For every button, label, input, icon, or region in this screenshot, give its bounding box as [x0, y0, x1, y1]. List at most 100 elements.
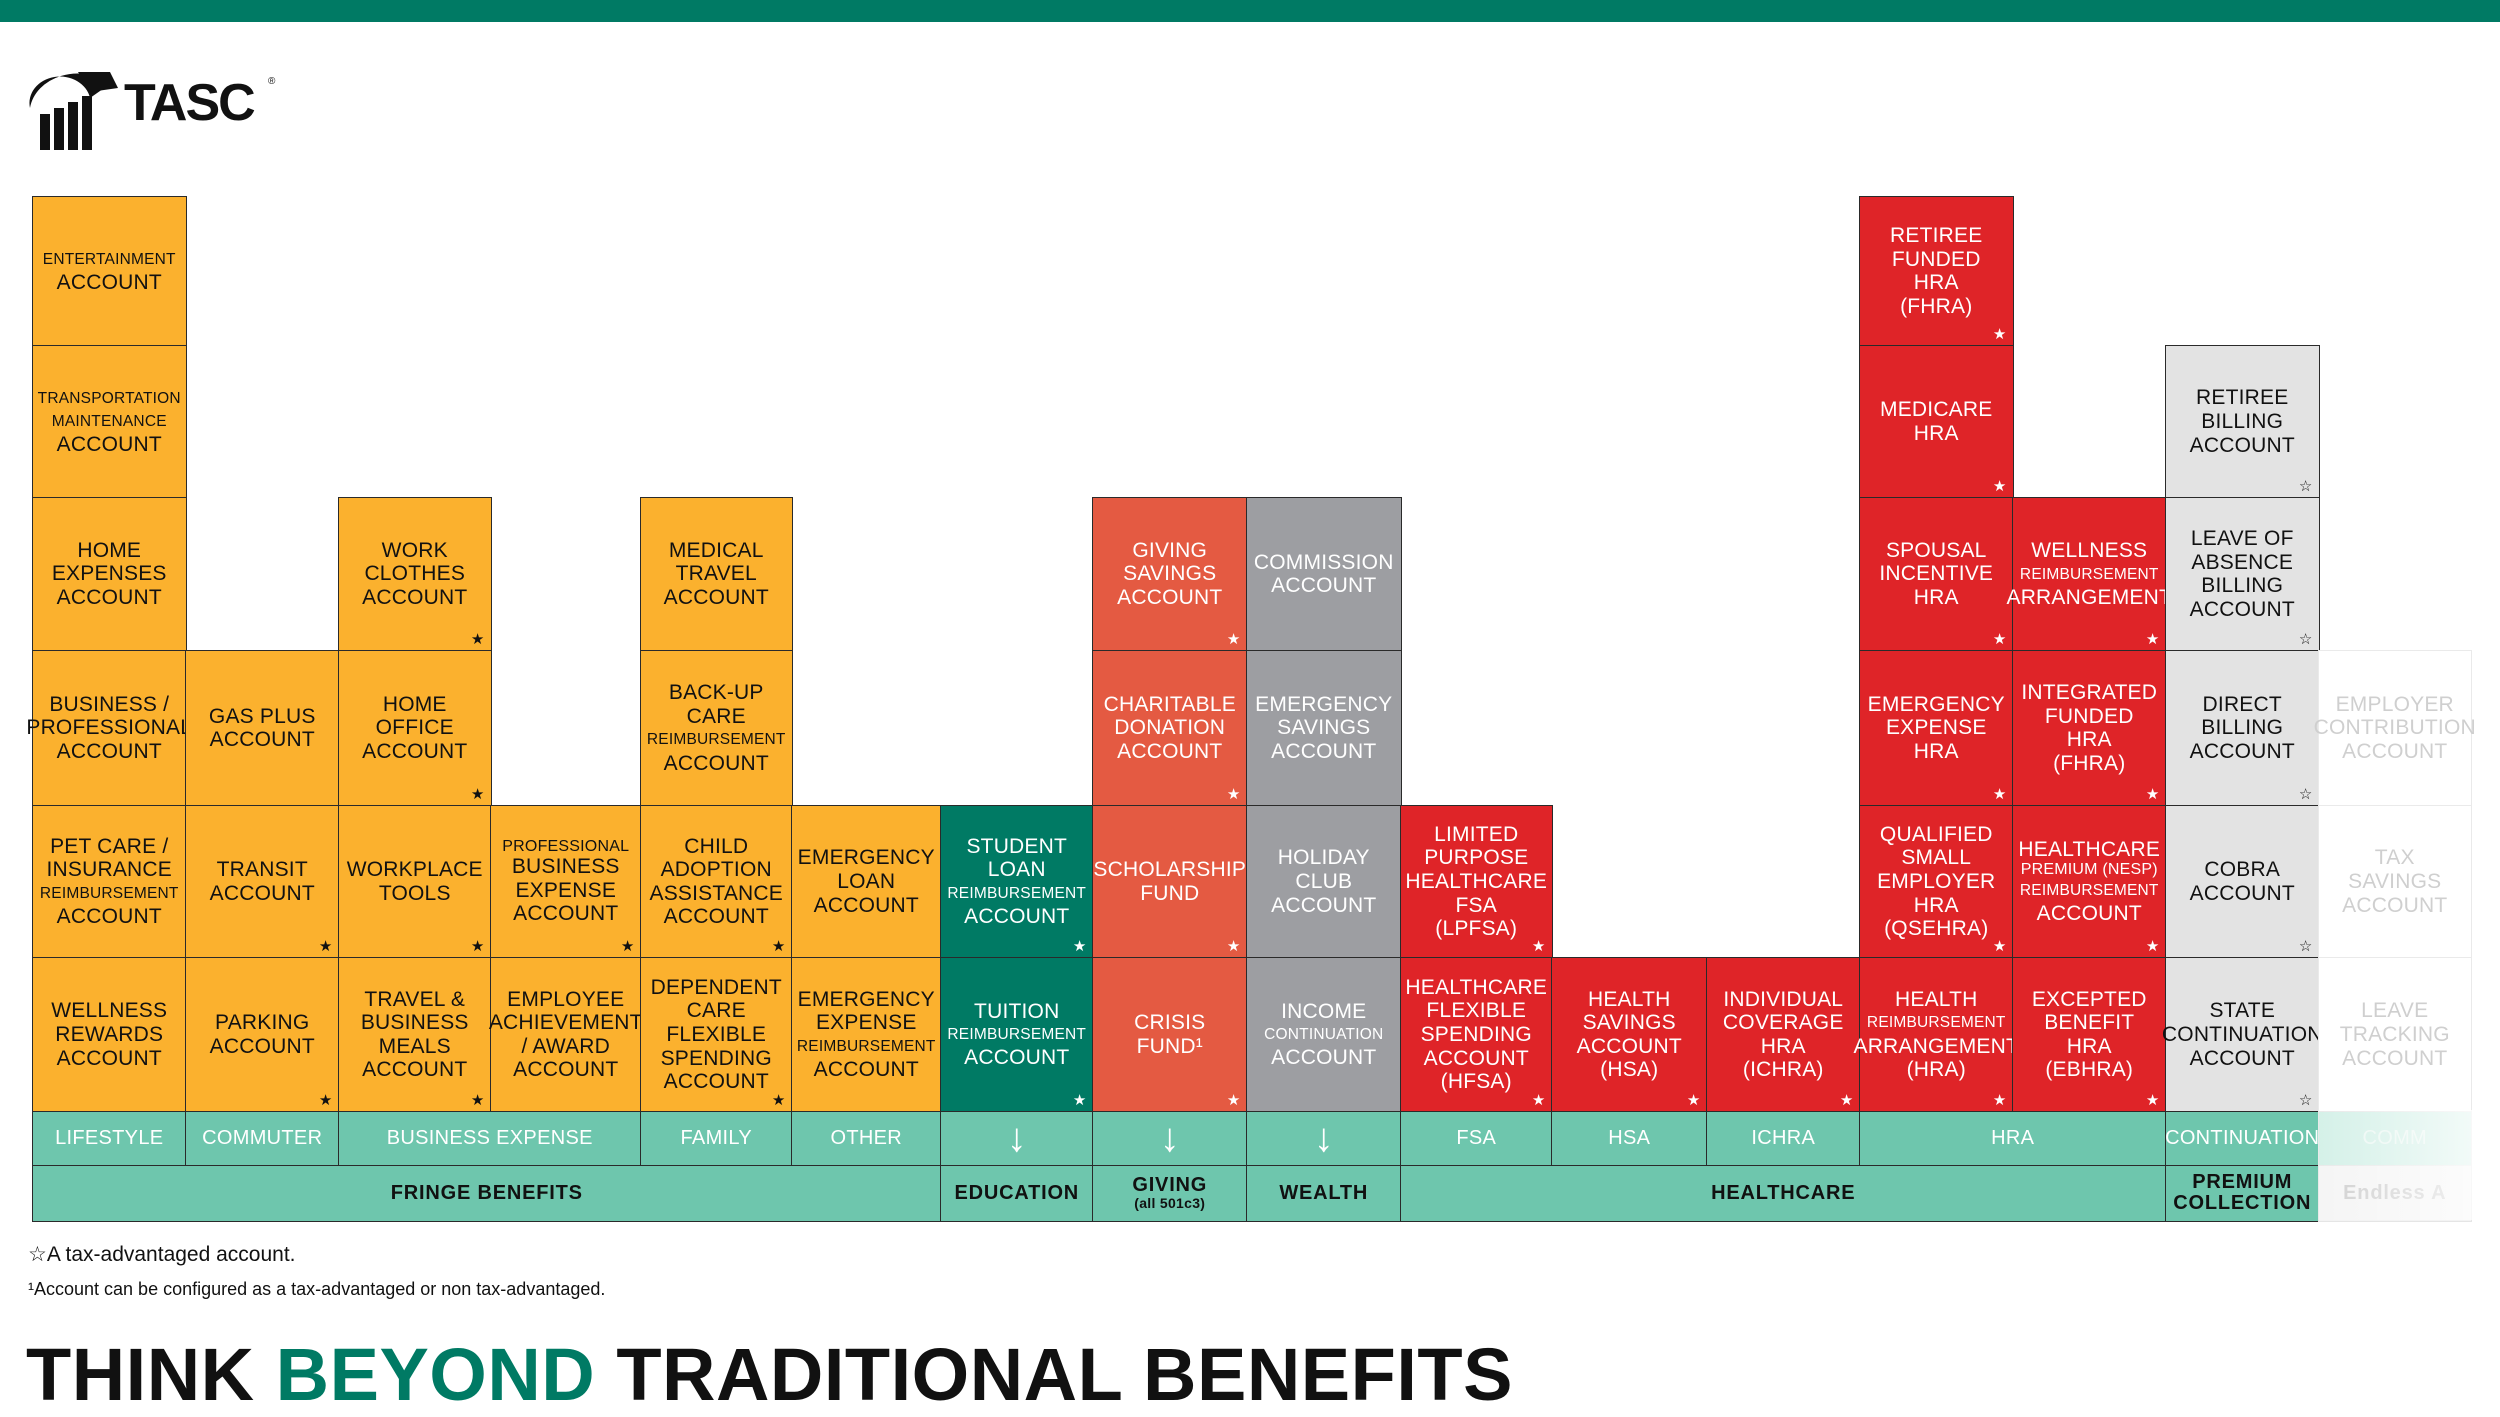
cell-emergency-expense: EMERGENCY EXPENSE REIMBURSEMENT ACCOUNT	[791, 957, 942, 1113]
cell-wellness-hra: WELLNESS REIMBURSEMENT ARRANGEMENT ★	[2006, 497, 2172, 652]
cell-label-line: (ICHRA)	[1742, 1058, 1824, 1082]
cell-label-line: TOOLS	[378, 881, 451, 905]
cell-entertainment: ENTERTAINMENT ACCOUNT	[32, 196, 187, 347]
cell-label: ENTERTAINMENT ACCOUNT	[43, 248, 176, 295]
cell-label-line: ACCOUNT	[2189, 1046, 2295, 1070]
cell-label: EMERGENCY EXPENSE HRA	[1868, 693, 2005, 764]
cell-label: CHARITABLE DONATION ACCOUNT	[1104, 693, 1236, 764]
cell-healthcare-premium: HEALTHCARE PREMIUM (NESP) REIMBURSEMENT ACC…	[2012, 805, 2167, 959]
cell-label-line: TRACKING	[2339, 1022, 2450, 1046]
cell-label-line: ASSISTANCE	[649, 881, 783, 905]
cell-business-prof: BUSINESS / PROFESSIONAL ACCOUNT	[26, 650, 192, 807]
cell-parking: PARKING ACCOUNT ★	[185, 957, 340, 1113]
cell-label: RETIREE BILLING ACCOUNT	[2190, 386, 2295, 457]
cell-label-line: COBRA	[2204, 858, 2281, 882]
cell-label-line: ACCOUNT	[1576, 1034, 1682, 1058]
cell-label-line: ACCOUNT	[2342, 740, 2448, 763]
cell-prof-business: PROFESSIONAL BUSINESS EXPENSE ACCOUNT ★	[490, 805, 642, 959]
top-accent-bar	[0, 0, 2500, 22]
category-commuter: COMMUTER	[185, 1111, 340, 1167]
cell-cobra: COBRA ACCOUNT ☆	[2165, 805, 2320, 959]
cell-holiday-club: HOLIDAY CLUB ACCOUNT	[1246, 805, 1402, 959]
group-wealth: WEALTH	[1246, 1165, 1402, 1222]
logo-text: TASC	[124, 74, 255, 132]
cell-label-line: ACCOUNT	[2342, 893, 2448, 917]
cell-label: GIVING SAVINGS ACCOUNT	[1117, 539, 1222, 610]
group-giving: GIVING (all 501c3)	[1092, 1165, 1248, 1222]
cell-label-line: HEALTHCARE	[1405, 975, 1548, 999]
cell-label: COBRA ACCOUNT	[2190, 858, 2295, 905]
cell-label-line: ACCOUNT	[56, 433, 162, 457]
cell-label-line: HEALTHCARE	[1405, 869, 1548, 893]
cell-label-line: ENTERTAINMENT	[42, 250, 176, 268]
cell-label-line: ACCOUNT	[2342, 1046, 2448, 1070]
filled-star-icon: ★	[771, 1091, 786, 1109]
cell-label-line: TRANSPORTATION	[37, 389, 181, 407]
cell-label-line: SAVINGS	[2348, 869, 2442, 893]
cell-work-clothes: WORK CLOTHES ACCOUNT ★	[338, 497, 492, 652]
cell-label-line: WORK	[381, 538, 448, 562]
cell-label-line: ACCOUNT	[1423, 1046, 1529, 1070]
cell-label-line: (FHRA)	[1900, 294, 1973, 318]
cell-label-line: TRANSIT	[216, 858, 308, 882]
cell-label-line: (FHRA)	[2053, 751, 2126, 775]
cell-leave-billing: LEAVE OF ABSENCE BILLING ACCOUNT ☆	[2165, 497, 2320, 652]
cell-label-line: PROFESSIONAL	[502, 837, 630, 855]
cell-label-line: GIVING	[1132, 538, 1208, 562]
cell-label: TAX SAVINGS ACCOUNT	[2342, 846, 2447, 917]
filled-star-icon: ★	[1992, 785, 2007, 803]
cell-label: TRAVEL & BUSINESS MEALS ACCOUNT	[361, 988, 469, 1082]
cell-label-line: ACCOUNT	[209, 881, 315, 905]
cell-label: CRISIS FUND¹	[1134, 1011, 1205, 1058]
cell-label-line: TUITION	[974, 999, 1060, 1023]
cell-employee-achievement: EMPLOYEE ACHIEVEMENT / AWARD ACCOUNT	[489, 957, 643, 1113]
cell-label-line: CONTRIBUTION	[2313, 716, 2476, 740]
cell-label-line: LIMITED	[1434, 822, 1519, 846]
cell-label-line: SAVINGS	[1123, 562, 1217, 586]
cell-label-line: MAINTENANCE	[51, 412, 167, 430]
cell-label-line: ACCOUNT	[813, 1058, 919, 1082]
group-premium: PREMIUM COLLECTION	[2165, 1165, 2320, 1222]
cell-home-expenses: HOME EXPENSES ACCOUNT	[32, 497, 187, 652]
cell-label-line: HEALTH	[1587, 987, 1671, 1011]
cell-label-line: ACCOUNT	[56, 586, 162, 609]
cell-label-line: FUND	[1140, 881, 1200, 905]
cell-label: HEALTH REIMBURSEMENT ARRANGEMENT (HRA)	[1853, 988, 2019, 1082]
category-hsa: HSA	[1551, 1111, 1708, 1167]
cell-label-line: ACCOUNT	[513, 902, 619, 926]
cell-label: COMMISSION ACCOUNT	[1254, 551, 1394, 598]
filled-star-icon: ★	[1992, 630, 2007, 648]
cell-label-line: (LPFSA)	[1435, 917, 1518, 941]
cell-label: MEDICAL TRAVEL ACCOUNT	[664, 539, 769, 610]
cell-label-line: BUSINESS /	[49, 692, 170, 716]
outline-star-icon: ☆	[2298, 630, 2313, 648]
filled-star-icon: ★	[1686, 1091, 1701, 1109]
tax-advantaged-note: ☆A tax-advantaged account.	[28, 1242, 296, 1267]
filled-star-icon: ★	[1226, 1091, 1241, 1109]
cell-retiree-billing: RETIREE BILLING ACCOUNT ☆	[2165, 345, 2320, 499]
cell-label: GAS PLUS ACCOUNT	[209, 705, 316, 752]
cell-label-line: ACCOUNT	[56, 271, 162, 295]
cell-label: TUITION REIMBURSEMENT ACCOUNT	[947, 1000, 1086, 1070]
filled-star-icon: ★	[2145, 785, 2160, 803]
cell-label-line: MEDICARE	[1880, 398, 1993, 422]
cell-scholarship: SCHOLARSHIP FUND ★	[1092, 805, 1248, 959]
cell-label-line: REIMBURSEMENT	[646, 731, 786, 749]
cell-label-line: ABSENCE	[2191, 550, 2294, 574]
cell-label-line: MEALS	[378, 1034, 451, 1058]
cell-label-line: BUSINESS	[511, 855, 620, 879]
cell-label-line: FUNDED	[2044, 704, 2134, 728]
cell-label: BUSINESS / PROFESSIONAL ACCOUNT	[26, 693, 192, 764]
cell-label: LEAVE TRACKING ACCOUNT	[2340, 999, 2450, 1070]
cell-retiree-hra: RETIREE FUNDED HRA (FHRA) ★	[1859, 196, 2014, 347]
cell-label-line: SAVINGS	[1277, 716, 1371, 740]
cell-label-line: ACCOUNT	[813, 893, 919, 917]
cell-label-line: ACCOUNT	[1117, 586, 1223, 609]
cell-label-line: LEAVE OF	[2190, 527, 2294, 551]
cell-label: BACK-UP CARE REIMBURSEMENT ACCOUNT	[645, 681, 788, 775]
cell-label: PET CARE / INSURANCE REIMBURSEMENT ACCOUNT	[40, 835, 179, 929]
cell-emergency-hra: EMERGENCY EXPENSE HRA ★	[1859, 650, 2014, 807]
cell-label-line: WELLNESS	[51, 999, 168, 1023]
cell-label-line: REIMBURSEMENT	[39, 884, 179, 902]
